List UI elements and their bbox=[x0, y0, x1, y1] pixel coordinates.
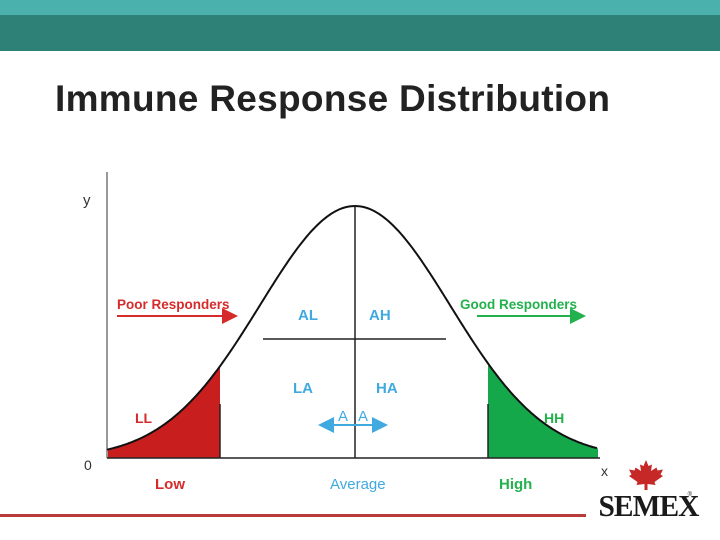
registered-mark: ® bbox=[687, 492, 692, 498]
origin-label: 0 bbox=[84, 457, 92, 473]
poor-responders-label: Poor Responders bbox=[117, 297, 230, 312]
y-axis-label: y bbox=[83, 192, 91, 209]
category-high: High bbox=[499, 476, 532, 493]
region-hh: HH bbox=[544, 410, 564, 426]
category-average: Average bbox=[330, 476, 386, 493]
bell-curve bbox=[106, 204, 598, 451]
semex-logo: SEMEX ® bbox=[596, 460, 700, 523]
high-tail-fill bbox=[488, 363, 598, 458]
x-axis-label: x bbox=[601, 463, 608, 479]
region-a-right: A bbox=[358, 408, 368, 425]
header-band bbox=[0, 15, 720, 51]
good-responders-label: Good Responders bbox=[460, 297, 577, 312]
region-ha: HA bbox=[376, 380, 398, 397]
region-la: LA bbox=[293, 380, 313, 397]
region-ll: LL bbox=[135, 410, 153, 426]
maple-leaf-icon bbox=[629, 460, 663, 490]
header-accent-strip bbox=[0, 0, 720, 15]
region-ah: AH bbox=[369, 307, 391, 324]
low-tail-fill bbox=[107, 366, 220, 458]
logo-wordmark: SEMEX bbox=[598, 488, 700, 523]
slide-title: Immune Response Distribution bbox=[55, 78, 611, 119]
region-a-left: A bbox=[338, 408, 348, 425]
region-al: AL bbox=[298, 307, 318, 324]
category-low: Low bbox=[155, 476, 185, 493]
footer-rule bbox=[0, 514, 586, 517]
